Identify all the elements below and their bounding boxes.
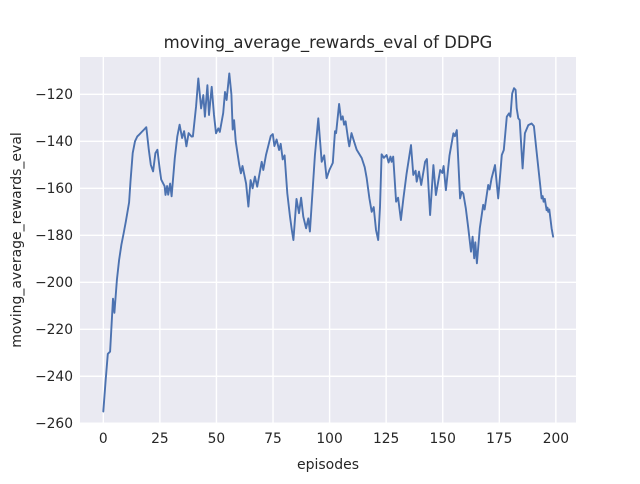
gridlines	[80, 57, 576, 424]
y-tick-label: −260	[35, 416, 73, 432]
x-tick-label: 50	[208, 431, 226, 447]
y-tick-label: −240	[35, 369, 73, 385]
x-tick-label: 75	[264, 431, 282, 447]
y-tick-label: −200	[35, 275, 73, 291]
data-series	[102, 72, 555, 413]
y-axis-label: moving_average_rewards_eval	[9, 132, 25, 348]
x-tick-label: 125	[373, 431, 399, 447]
y-tick-labels: −120 −140 −160 −180 −200 −220 −240 −260	[35, 87, 73, 432]
plot-area	[80, 57, 576, 423]
y-tick-label: −140	[35, 134, 73, 150]
x-tick-label: 200	[543, 431, 569, 447]
x-tick-label: 175	[486, 431, 512, 447]
y-tick-label: −120	[35, 87, 73, 103]
y-tick-label: −160	[35, 181, 73, 197]
x-tick-label: 0	[99, 431, 108, 447]
x-axis-label: episodes	[297, 457, 359, 473]
x-tick-label: 25	[151, 431, 169, 447]
x-tick-label: 150	[430, 431, 456, 447]
x-tick-label: 100	[316, 431, 342, 447]
y-tick-label: −180	[35, 228, 73, 244]
chart-title: moving_average_rewards_eval of DDPG	[164, 33, 493, 53]
x-tick-labels: 0 25 50 75 100 125 150 175 200	[99, 431, 569, 447]
reward-line	[102, 72, 555, 413]
y-tick-label: −220	[35, 322, 73, 338]
